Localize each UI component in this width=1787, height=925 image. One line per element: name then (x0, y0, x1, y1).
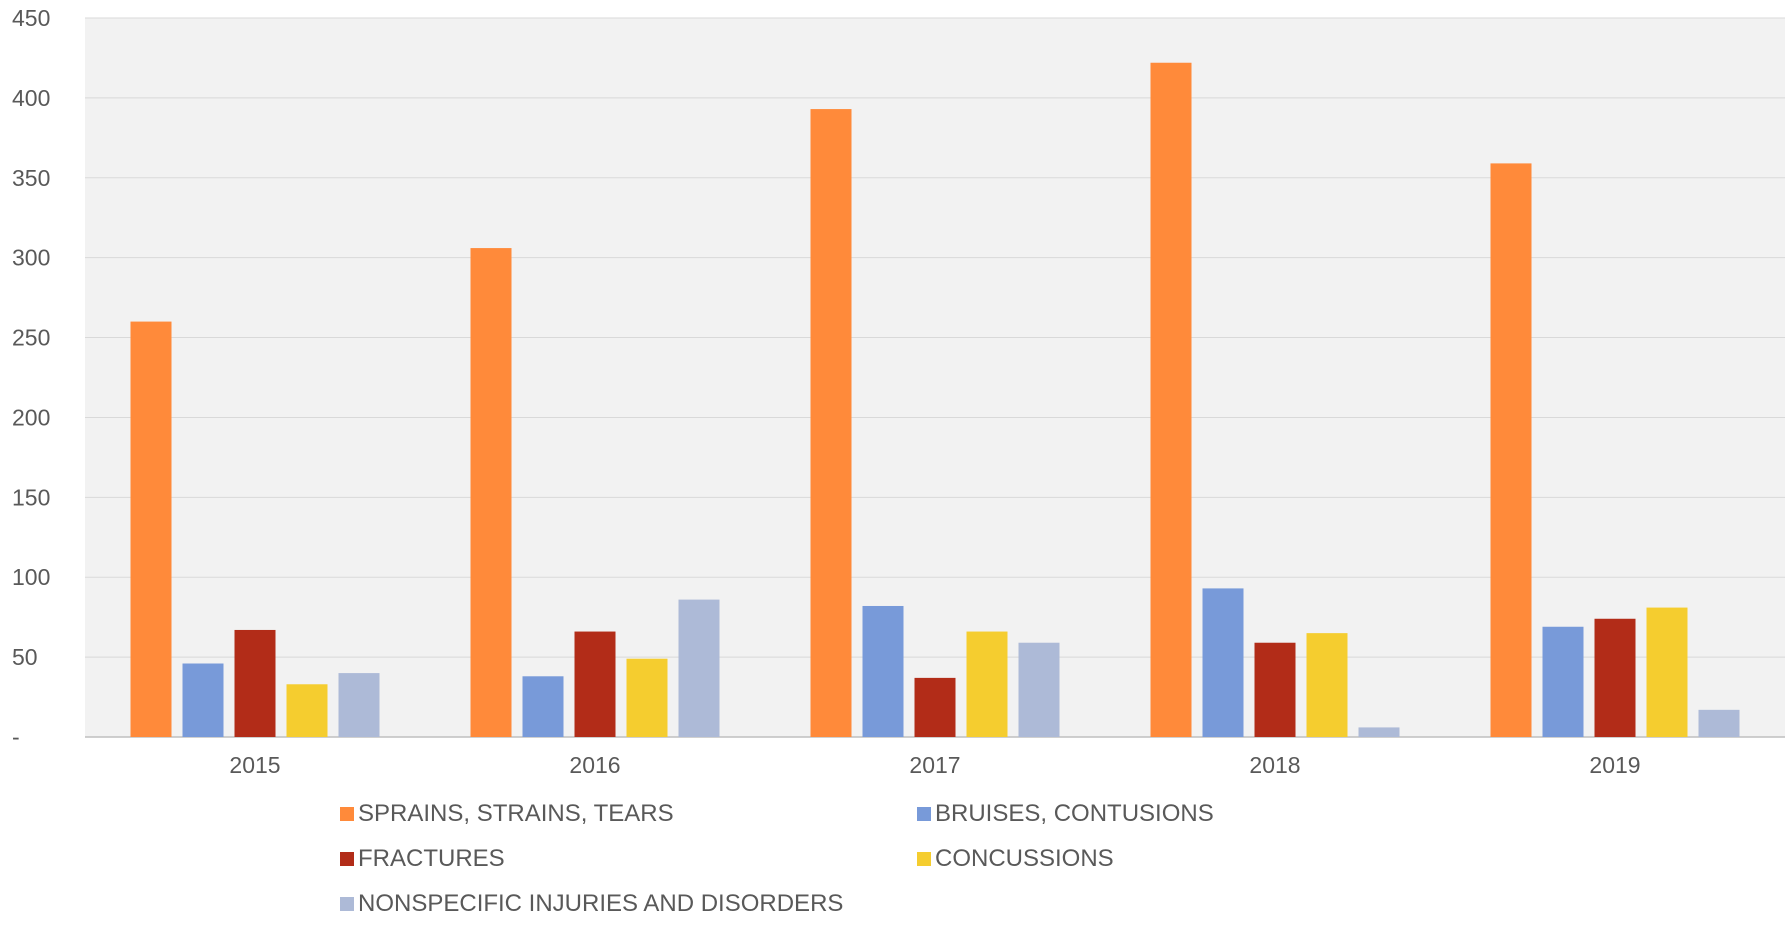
legend-swatch (917, 807, 931, 821)
x-tick-label: 2019 (1589, 752, 1640, 778)
y-tick-label: 450 (12, 5, 50, 31)
bar (522, 676, 564, 737)
bar (1254, 642, 1296, 737)
y-tick-label: - (12, 724, 20, 750)
y-tick-label: 400 (12, 85, 50, 111)
legend-label: BRUISES, CONTUSIONS (935, 800, 1214, 827)
y-tick-label: 250 (12, 325, 50, 351)
bar (1018, 642, 1060, 737)
bar (678, 599, 720, 737)
legend-label: NONSPECIFIC INJURIES AND DISORDERS (358, 890, 844, 917)
bar (470, 248, 512, 737)
bars (130, 62, 1740, 738)
bar (1150, 62, 1192, 737)
bar (130, 321, 172, 737)
bar (286, 684, 328, 737)
bar (1358, 727, 1400, 737)
bar (810, 109, 852, 737)
x-axis-ticks: 2015 2016 2017 2018 2019 (229, 752, 1640, 778)
bar (1594, 618, 1636, 737)
y-axis-ticks: - 50 100 150 200 250 300 350 400 450 (12, 5, 50, 750)
y-tick-label: 100 (12, 564, 50, 590)
legend-label: FRACTURES (358, 845, 505, 872)
bar (338, 673, 380, 737)
bar (1646, 607, 1688, 737)
bar (862, 605, 904, 737)
y-tick-label: 150 (12, 484, 50, 510)
legend-swatch (917, 852, 931, 866)
x-tick-label: 2017 (909, 752, 960, 778)
legend-item: FRACTURES (340, 845, 505, 873)
legend-swatch (340, 852, 354, 866)
x-tick-label: 2016 (569, 752, 620, 778)
legend-item: SPRAINS, STRAINS, TEARS (340, 800, 674, 828)
bar (1306, 633, 1348, 737)
legend-item: CONCUSSIONS (917, 845, 1114, 873)
bar (182, 663, 224, 737)
bar (1202, 588, 1244, 737)
y-tick-label: 50 (12, 644, 38, 670)
bar (1698, 709, 1740, 737)
legend-label: SPRAINS, STRAINS, TEARS (358, 800, 674, 827)
y-tick-label: 200 (12, 404, 50, 430)
y-tick-label: 350 (12, 165, 50, 191)
legend-label: CONCUSSIONS (935, 845, 1114, 872)
bar (914, 677, 956, 737)
y-tick-label: 300 (12, 245, 50, 271)
bar (966, 631, 1008, 737)
bar (626, 658, 668, 737)
bar (1542, 626, 1584, 737)
bar (574, 631, 616, 737)
bar (234, 629, 276, 737)
bar (1490, 163, 1532, 738)
legend-swatch (340, 807, 354, 821)
legend-item: BRUISES, CONTUSIONS (917, 800, 1214, 828)
x-tick-label: 2015 (229, 752, 280, 778)
x-tick-label: 2018 (1249, 752, 1300, 778)
legend-swatch (340, 897, 354, 911)
legend-item: NONSPECIFIC INJURIES AND DISORDERS (340, 890, 843, 918)
